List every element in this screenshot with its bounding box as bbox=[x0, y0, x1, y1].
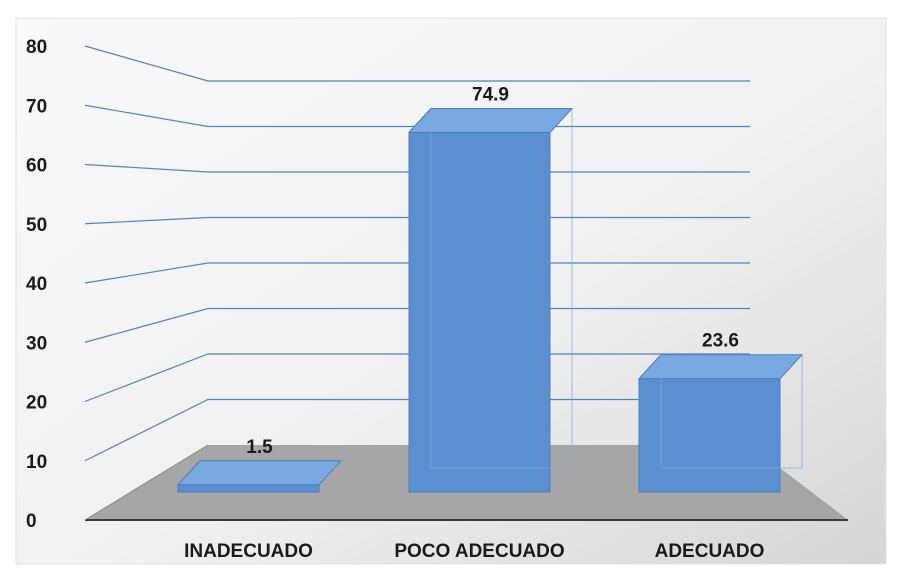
gridline-50 bbox=[84, 216, 750, 225]
gridline-80 bbox=[84, 45, 750, 82]
bar-poco-adecuado bbox=[407, 107, 574, 494]
bar-back-edge bbox=[199, 460, 341, 469]
axes bbox=[84, 444, 848, 521]
bar-back-edge bbox=[660, 354, 802, 469]
y-tick-label: 40 bbox=[26, 274, 47, 295]
y-tick-label: 10 bbox=[26, 452, 47, 473]
y-tick-label: 20 bbox=[26, 393, 47, 414]
x-tick-label: POCO ADECUADO bbox=[394, 541, 564, 562]
y-tick-label: 70 bbox=[26, 96, 47, 117]
bar-front-face bbox=[638, 378, 781, 493]
data-label: 1.5 bbox=[246, 437, 273, 458]
bar-front-face bbox=[408, 131, 551, 493]
gridline-10 bbox=[84, 398, 750, 462]
labels: 0 10 20 30 40 50 60 70 80 1.5 INADECUADO 74.9 POCO A… bbox=[26, 37, 764, 562]
y-tick-label: 60 bbox=[26, 156, 47, 177]
bars bbox=[176, 107, 804, 494]
bar-top-face bbox=[637, 354, 804, 380]
gridline-60 bbox=[84, 163, 750, 173]
y-tick-label: 0 bbox=[26, 511, 37, 532]
floor-edge-line bbox=[84, 444, 209, 521]
data-label: 74.9 bbox=[472, 84, 509, 105]
bar-inadecuado bbox=[176, 459, 343, 494]
gridlines bbox=[84, 45, 750, 462]
gridline-20 bbox=[84, 353, 750, 403]
bar-back-edge bbox=[430, 108, 572, 469]
bar-front-face bbox=[177, 484, 320, 493]
gridline-40 bbox=[84, 262, 750, 284]
gridline-70 bbox=[84, 104, 750, 128]
y-tick-label: 80 bbox=[26, 37, 47, 58]
data-label: 23.6 bbox=[702, 331, 739, 352]
y-tick-label: 50 bbox=[26, 215, 47, 236]
bar-adecuado bbox=[637, 353, 804, 494]
bar-top-face bbox=[176, 460, 343, 486]
x-tick-label: INADECUADO bbox=[184, 541, 313, 562]
gridline-30 bbox=[84, 307, 750, 343]
bar-top-face bbox=[407, 107, 574, 133]
x-tick-label: ADECUADO bbox=[655, 541, 765, 562]
y-tick-label: 30 bbox=[26, 333, 47, 354]
